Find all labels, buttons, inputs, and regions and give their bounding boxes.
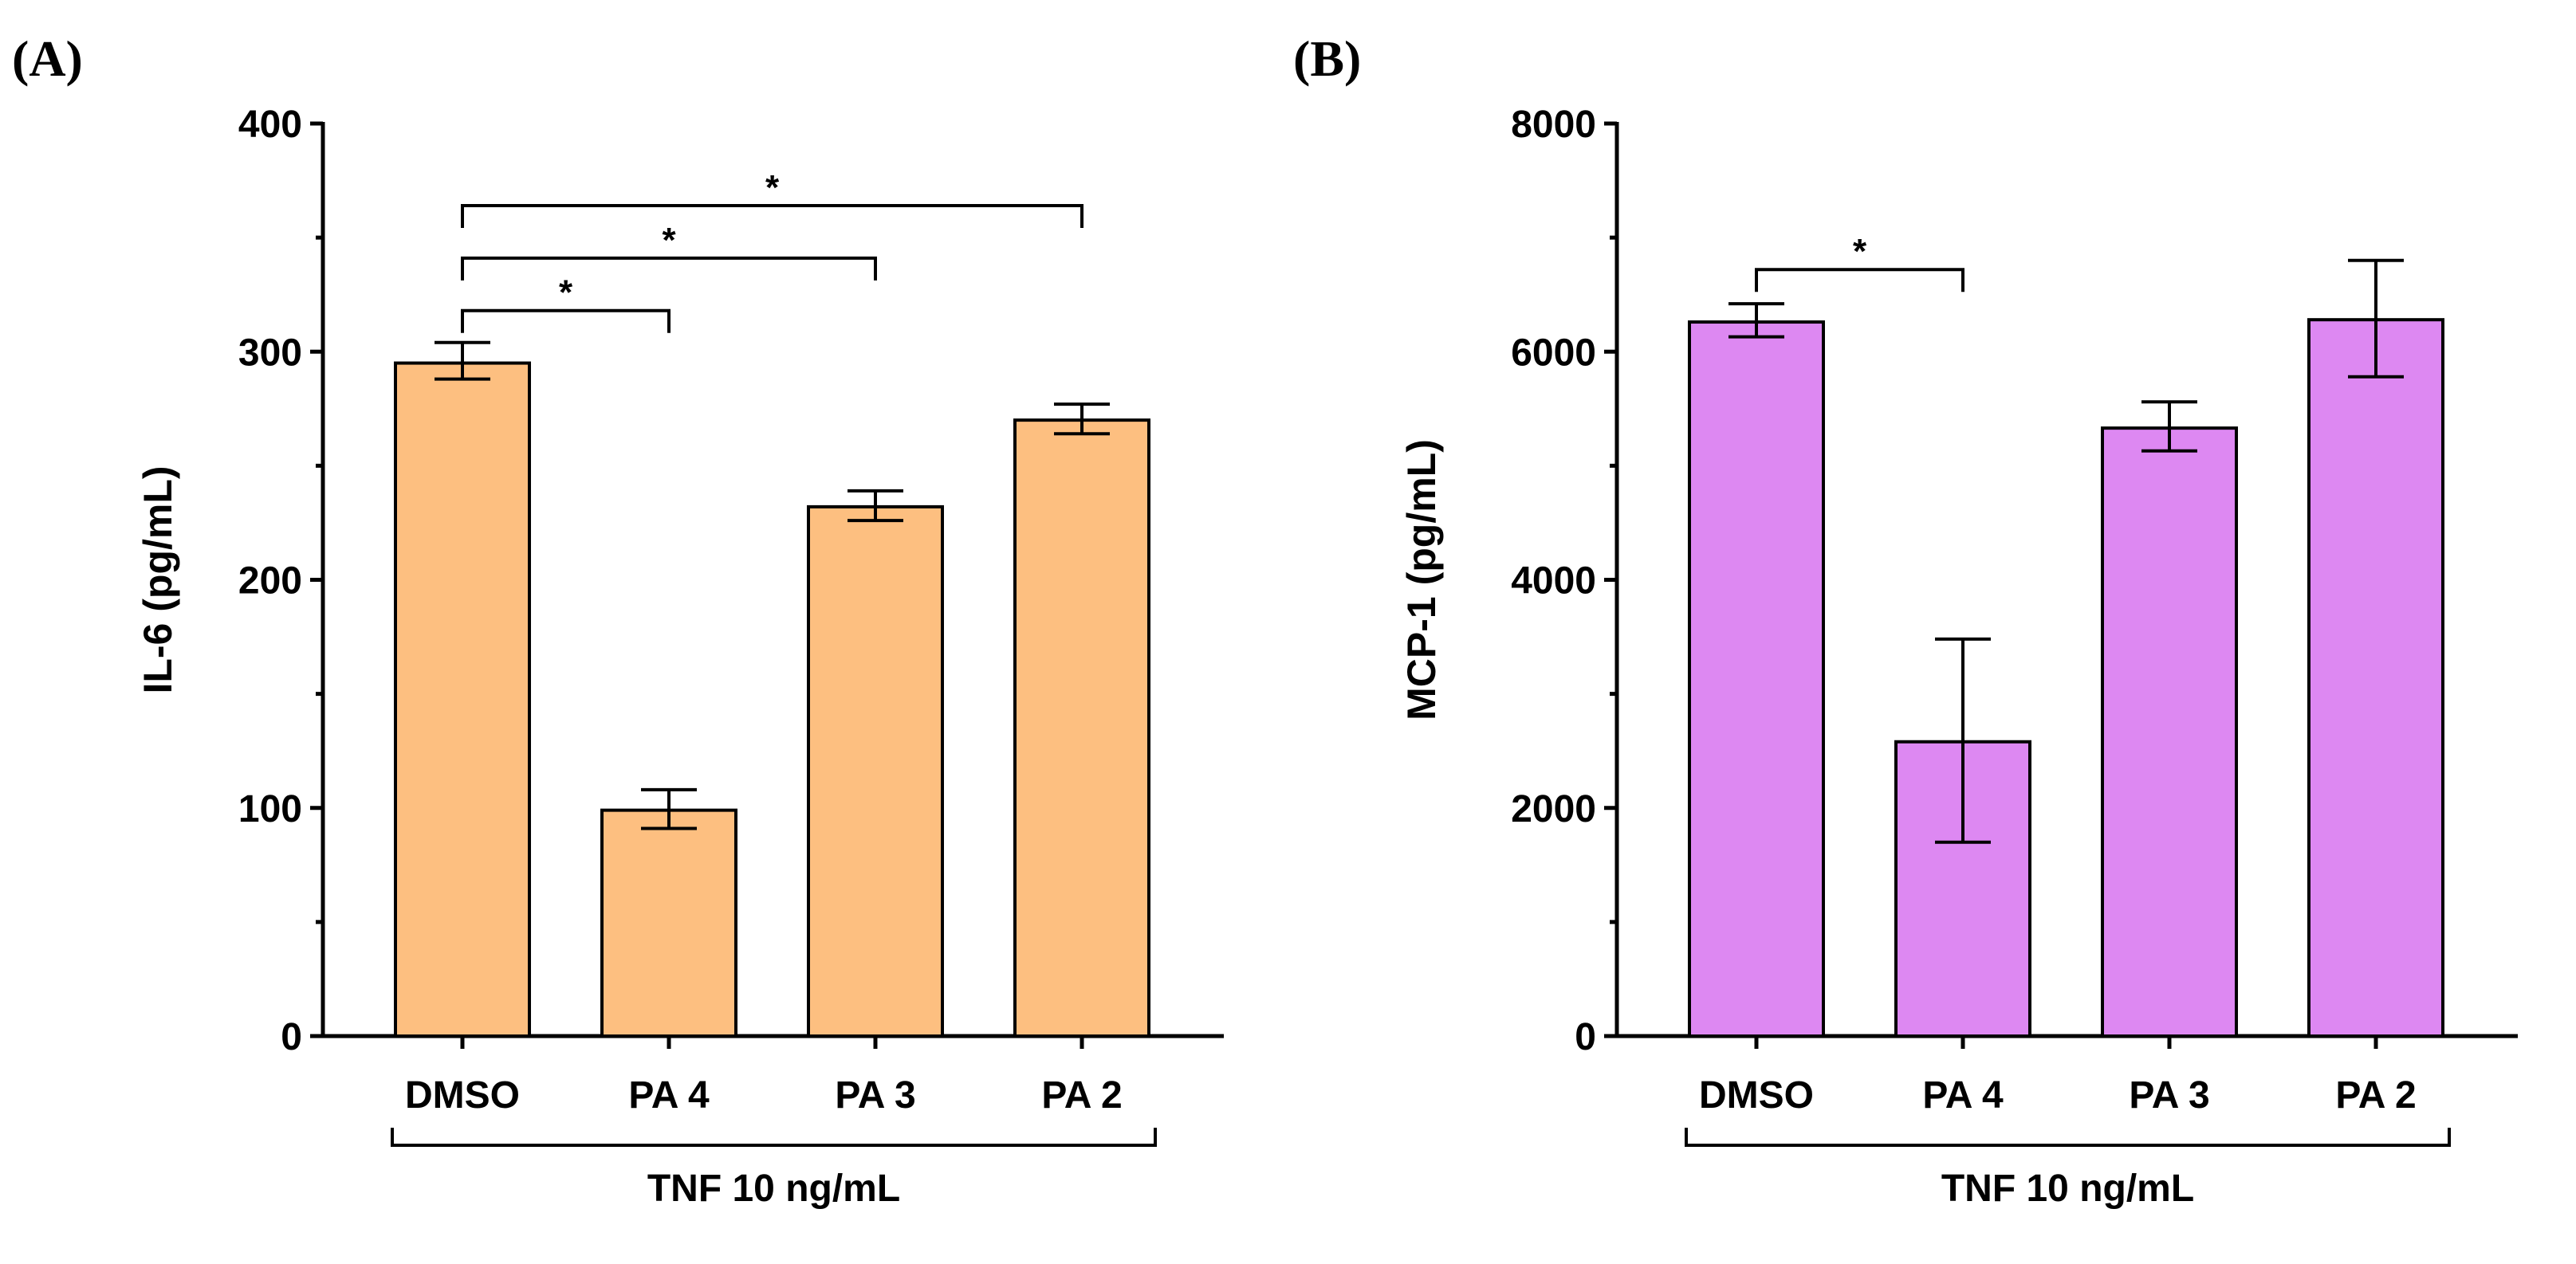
significance-bracket (461, 308, 671, 333)
significance-star: * (1853, 232, 1867, 271)
significance-bracket (1755, 268, 1964, 292)
y-tick-label: 200 (238, 560, 302, 603)
group-bracket (391, 1128, 1157, 1147)
y-tick-label: 300 (238, 332, 302, 374)
bar (1013, 418, 1150, 1038)
x-tick-label: PA 4 (1922, 1074, 2004, 1117)
bar (807, 504, 944, 1038)
y-tick-label: 0 (1575, 1016, 1596, 1058)
bar (2307, 318, 2444, 1038)
y-axis-label: IL-6 (pg/mL) (136, 465, 180, 693)
bar (2101, 426, 2238, 1038)
significance-bracket (461, 204, 1083, 229)
y-tick-label: 4000 (1511, 560, 1596, 603)
x-axis-label: TNF 10 ng/mL (647, 1168, 900, 1210)
bar (394, 361, 531, 1038)
significance-star: * (765, 168, 780, 207)
significance-bracket (461, 256, 877, 281)
bar (600, 808, 737, 1038)
chart-panel-b: (B) 0 2000 4000 6000 8000 MCP-1 (pg/mL) DMSO PA … (1293, 30, 2518, 1210)
x-axis-label: TNF 10 ng/mL (1941, 1168, 2194, 1210)
panel-label: (A) (12, 30, 83, 87)
y-tick-label: 8000 (1511, 104, 1596, 146)
significance-star: * (559, 273, 573, 312)
x-tick-label: DMSO (405, 1074, 520, 1117)
x-tick-label: PA 3 (835, 1074, 915, 1117)
x-tick-label: PA 2 (2335, 1074, 2416, 1117)
y-tick-label: 400 (238, 104, 302, 146)
chart-panel-a: (A) 0 100 200 300 400 IL-6 (pg/mL) DMSO PA 4 PA 3… (12, 30, 1224, 1210)
x-tick-label: PA 2 (1041, 1074, 1122, 1117)
y-tick-label: 100 (238, 788, 302, 830)
significance-star: * (662, 221, 676, 260)
x-tick-label: PA 3 (2129, 1074, 2209, 1117)
y-tick-label: 0 (281, 1016, 302, 1058)
group-bracket (1685, 1128, 2451, 1147)
x-tick-label: PA 4 (628, 1074, 710, 1117)
bar (1688, 320, 1825, 1038)
y-axis-label: MCP-1 (pg/mL) (1399, 439, 1444, 720)
y-tick-label: 6000 (1511, 332, 1596, 374)
panel-label: (B) (1293, 30, 1361, 87)
x-tick-label: DMSO (1699, 1074, 1814, 1117)
y-tick-label: 2000 (1511, 788, 1596, 830)
